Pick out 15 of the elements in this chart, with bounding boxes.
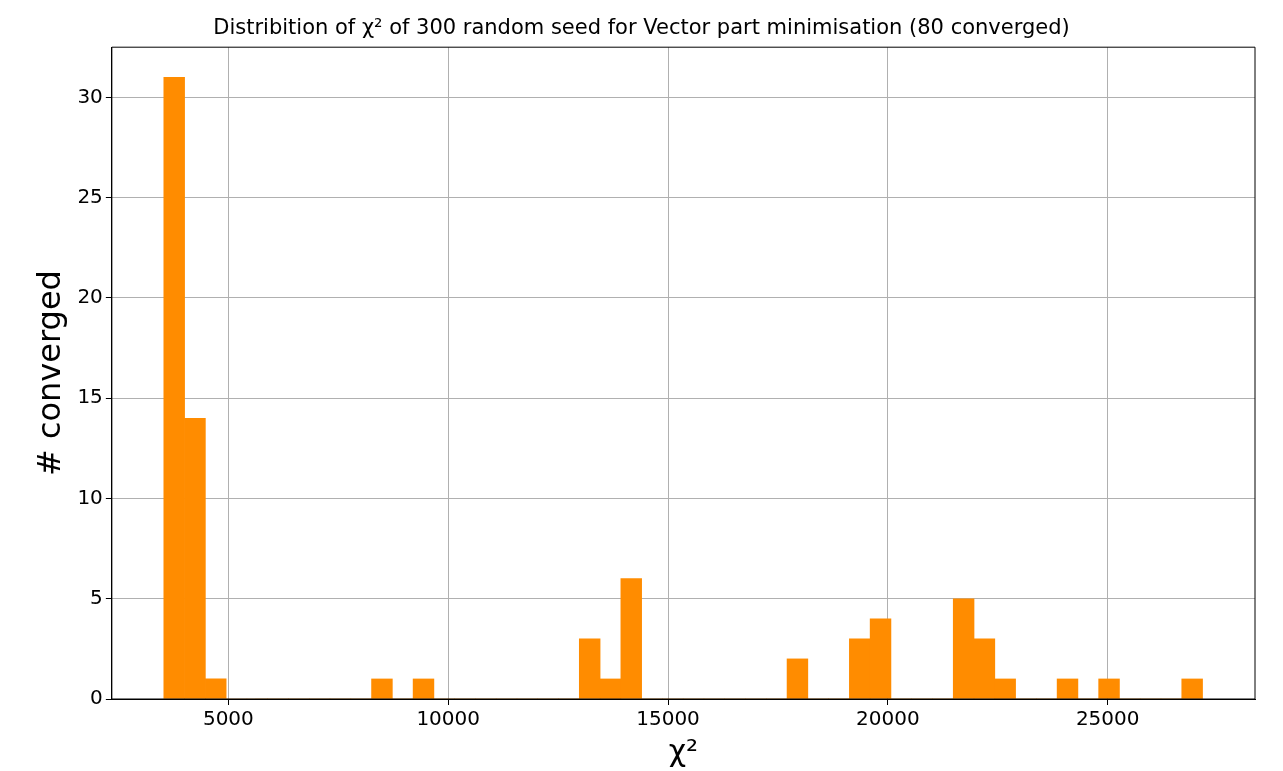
x-tick-label: 25000	[1075, 706, 1140, 731]
x-tick-label: 15000	[636, 706, 700, 731]
x-axis-title: χ²	[668, 732, 699, 768]
chart-title: Distribition of χ² of 300 random seed for Vector part minimisation (80 converged)	[213, 15, 1070, 40]
x-tick-label: 20000	[856, 706, 920, 731]
y-tick-label: 30	[77, 83, 103, 108]
y-tick-label: 25	[77, 183, 103, 208]
y-axis-title: # converged	[29, 270, 68, 477]
y-tick-label: 20	[77, 284, 103, 309]
y-tick-label: 5	[90, 584, 103, 609]
y-tick-label: 0	[90, 685, 103, 710]
y-tick-label: 10	[77, 484, 103, 509]
y-tick-label: 15	[77, 384, 103, 409]
x-tick-label: 10000	[416, 706, 481, 731]
x-tick-label: 5000	[202, 706, 254, 731]
